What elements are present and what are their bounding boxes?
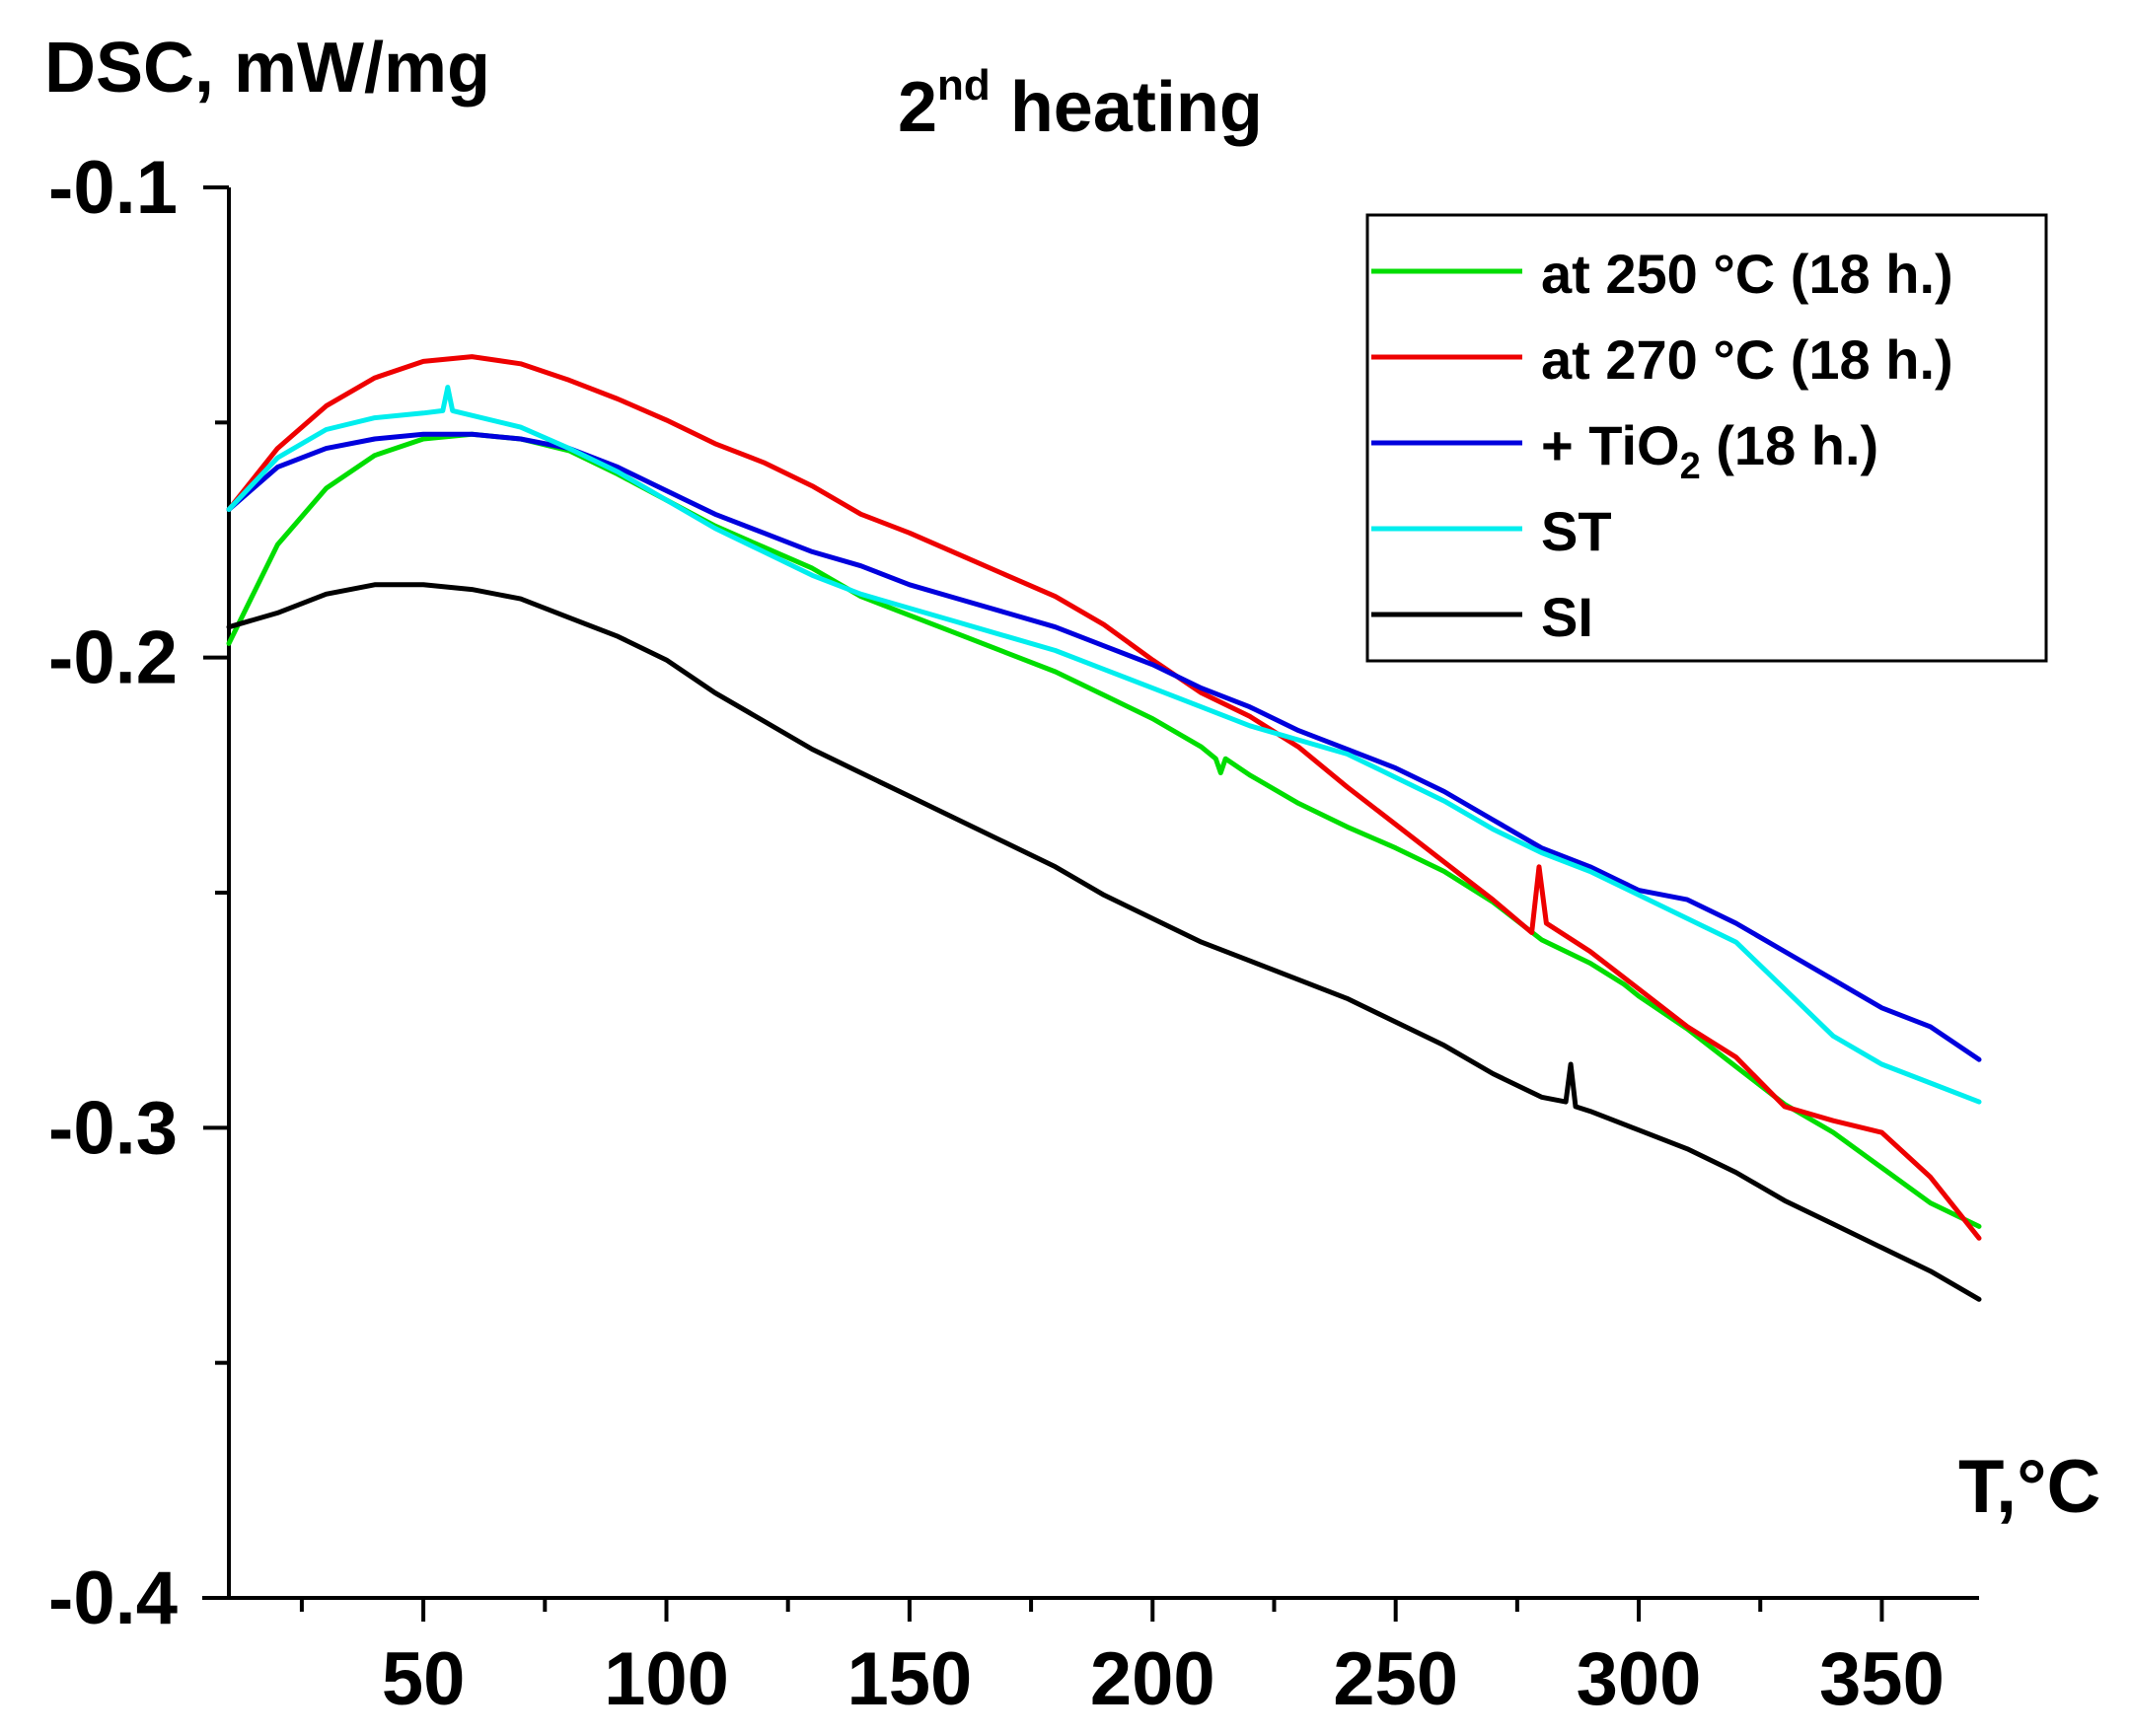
legend: at 250 °C (18 h.) at 270 °C (18 h.) + TiO2… [1365,213,2048,663]
y-axis-title: DSC, mW/mg [44,29,490,108]
series-layer [226,354,1982,1302]
x-tick-label: 100 [604,1637,729,1721]
series-line--tio2-18-h- [226,431,1982,1062]
x-tick-label: 250 [1333,1637,1458,1721]
x-axis-title: T,°C [1958,1445,2100,1529]
legend-label: SI [1541,586,1593,648]
x-tick-label: 200 [1090,1637,1215,1721]
legend-label-text: SI [1541,586,1593,648]
legend-entries: at 250 °C (18 h.) at 270 °C (18 h.) + TiO2… [1371,243,1953,648]
chart-title-main: 2 [898,68,937,147]
chart-title-rest: heating [991,68,1263,147]
legend-box [1365,213,2048,663]
y-tick-label: -0.1 [48,146,178,230]
chart-title-sup: nd [937,61,991,109]
legend-label: at 250 °C (18 h.) [1541,243,1953,305]
tick-labels: 50 100 150 200 250 300 350 -0.1 -0.2 -0.3 -0.4 [48,146,1945,1721]
series-line-st [226,385,1982,1105]
legend-label: at 270 °C (18 h.) [1541,328,1953,391]
legend-label: + TiO2 (18 h.) [1541,414,1878,487]
x-tick-label: 50 [382,1637,466,1721]
y-tick-label: -0.4 [48,1556,178,1640]
y-tick-label: -0.3 [48,1086,178,1170]
legend-label: ST [1541,500,1612,562]
chart-title: 2nd heating [898,61,1263,147]
series-line-si [226,582,1982,1302]
x-tick-label: 300 [1577,1637,1702,1721]
x-tick-label: 350 [1819,1637,1945,1721]
legend-label-text: at 270 °C (18 h.) [1541,328,1953,391]
legend-label-text: + TiO [1541,414,1680,476]
legend-label-tail: (18 h.) [1701,414,1878,476]
legend-label-text: ST [1541,500,1612,562]
y-tick-label: -0.2 [48,616,178,700]
x-tick-label: 150 [846,1637,972,1721]
legend-label-sub: 2 [1680,446,1701,487]
series-line-at-270-c-18-h- [226,354,1982,1241]
axis-ticks [203,185,1884,1622]
legend-label-text: at 250 °C (18 h.) [1541,243,1953,305]
